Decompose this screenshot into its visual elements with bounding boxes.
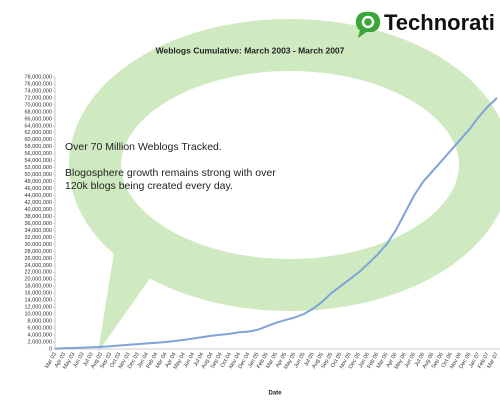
x-axis-label: Date [268, 391, 282, 397]
annotation: Over 70 Million Weblogs Tracked. [65, 141, 222, 153]
chart-title: Weblogs Cumulative: March 2003 - March 2… [156, 45, 345, 55]
logo-icon-mark [361, 15, 375, 29]
y-tick-label: 2,000,000 [28, 339, 52, 345]
y-tick-label: 14,000,000 [24, 298, 52, 304]
y-tick-label: 28,000,000 [24, 249, 52, 255]
y-tick-label: 40,000,000 [24, 207, 52, 213]
background-swoosh [69, 19, 500, 352]
y-tick-label: 10,000,000 [24, 312, 52, 318]
y-tick-label: 52,000,000 [24, 165, 52, 171]
logo: Technorati [356, 10, 495, 38]
y-tick-label: 30,000,000 [24, 242, 52, 248]
y-tick-label: 0 [49, 346, 52, 352]
logo-icon [356, 12, 380, 32]
y-tick-label: 64,000,000 [24, 123, 52, 129]
y-tick-label: 74,000,000 [24, 88, 52, 94]
y-tick-label: 44,000,000 [24, 193, 52, 199]
y-tick-label: 56,000,000 [24, 151, 52, 157]
y-tick-label: 6,000,000 [28, 326, 52, 332]
annotation: 120k blogs being created every day. [65, 180, 233, 192]
y-tick-label: 36,000,000 [24, 221, 52, 227]
annotation: Blogosphere growth remains strong with o… [65, 167, 276, 179]
data-line [54, 97, 498, 350]
y-tick-label: 16,000,000 [24, 291, 52, 297]
y-tick-label: 22,000,000 [24, 270, 52, 276]
y-tick-label: 46,000,000 [24, 186, 52, 192]
y-tick-label: 78,000,000 [24, 74, 52, 80]
y-tick-label: 20,000,000 [24, 277, 52, 283]
y-tick-label: 18,000,000 [24, 284, 52, 290]
y-tick-label: 54,000,000 [24, 158, 52, 164]
y-tick-label: 70,000,000 [24, 102, 52, 108]
y-tick-label: 60,000,000 [24, 137, 52, 143]
y-tick-label: 42,000,000 [24, 200, 52, 206]
y-tick-label: 32,000,000 [24, 235, 52, 241]
y-tick-label: 34,000,000 [24, 228, 52, 234]
y-tick-label: 12,000,000 [24, 305, 52, 311]
swoosh-tail [98, 228, 170, 352]
y-tick-label: 50,000,000 [24, 172, 52, 178]
logo-text: Technorati [384, 10, 495, 35]
y-tick-label: 38,000,000 [24, 214, 52, 220]
swoosh-ring [69, 19, 500, 311]
y-tick-label: 24,000,000 [24, 263, 52, 269]
y-tick-label: 8,000,000 [28, 319, 52, 325]
logo-icon-tail [358, 30, 368, 38]
y-tick-label: 48,000,000 [24, 179, 52, 185]
y-tick-label: 68,000,000 [24, 109, 52, 115]
y-tick-label: 62,000,000 [24, 130, 52, 136]
y-tick-label: 58,000,000 [24, 144, 52, 150]
y-tick-label: 26,000,000 [24, 256, 52, 262]
y-tick-label: 72,000,000 [24, 95, 52, 101]
y-tick-label: 76,000,000 [24, 81, 52, 87]
y-tick-label: 4,000,000 [28, 333, 52, 339]
y-tick-label: 66,000,000 [24, 116, 52, 122]
